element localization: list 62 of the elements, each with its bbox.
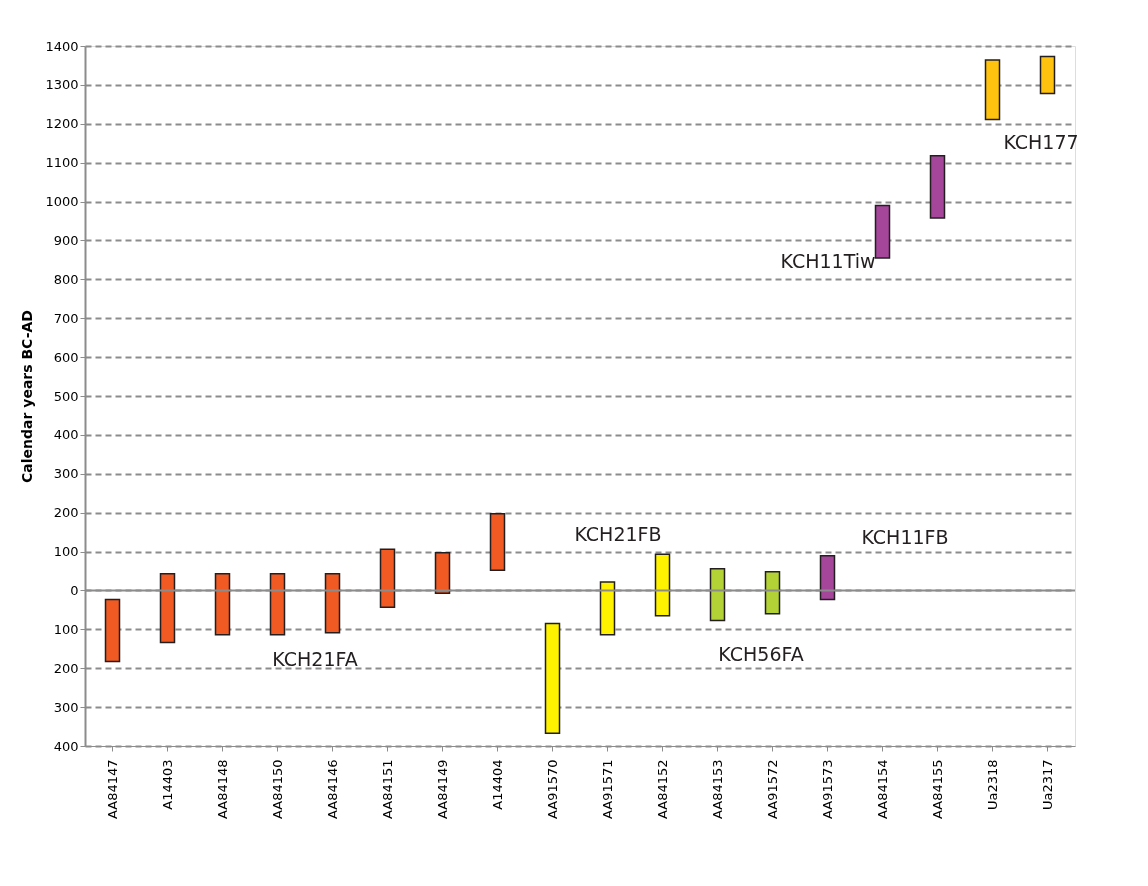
y-tick-label: 1000: [45, 194, 79, 210]
y-tick-label: 100: [53, 544, 79, 560]
y-tick-label: 400: [53, 427, 79, 443]
y-tick-label: 1200: [45, 116, 79, 132]
y-tick-label: 800: [53, 271, 79, 287]
y-tick-label: 900: [53, 232, 79, 248]
annotation: KCH177: [1003, 131, 1079, 153]
x-tick-label: AA91570: [544, 759, 560, 820]
y-tick-label: 600: [53, 349, 79, 365]
bar: [1039, 55, 1056, 95]
x-tick-label: AA84151: [379, 759, 395, 820]
y-tick-label: 1100: [45, 155, 79, 171]
y-tick-label: 100: [53, 621, 79, 637]
y-tick-label: 0: [70, 582, 79, 598]
x-tick-label: AA91571: [599, 759, 615, 820]
x-tick-label: AA84155: [929, 759, 945, 820]
bar: [544, 622, 561, 734]
x-tick-label: AA84147: [104, 759, 120, 820]
bar: [104, 598, 121, 663]
y-tick-label: 200: [53, 660, 79, 676]
bar: [379, 548, 396, 608]
bar: [709, 567, 726, 622]
x-tick-label: AA84152: [654, 759, 670, 820]
bar: [214, 572, 231, 636]
x-tick-label: Ua2317: [1039, 759, 1055, 811]
annotation: KCH21FB: [574, 523, 662, 545]
bar: [489, 513, 506, 571]
bar: [434, 551, 451, 594]
y-tick-label: 1400: [45, 38, 79, 54]
x-tick-label: Ua2318: [984, 759, 1000, 811]
bar: [984, 59, 1001, 121]
y-axis-title: Calendar years BC-AD: [19, 310, 36, 483]
bar: [324, 572, 341, 634]
x-tick-label: AA84146: [324, 759, 340, 820]
x-tick-label: AA84150: [269, 759, 285, 820]
bar: [874, 204, 891, 259]
annotation: KCH21FA: [272, 648, 358, 670]
bar: [159, 572, 176, 644]
annotation: KCH11FB: [861, 526, 949, 548]
y-tick-label: 300: [53, 466, 79, 482]
x-tick-label: AA84154: [874, 759, 890, 820]
annotation: KCH11Tiw: [780, 250, 876, 272]
y-tick-label: 200: [53, 505, 79, 521]
y-tick-label: 700: [53, 310, 79, 326]
x-tick-label: A14403: [159, 759, 175, 810]
y-tick-label: 400: [53, 738, 79, 754]
x-tick-label: AA84148: [214, 759, 230, 820]
x-tick-label: AA91572: [764, 759, 780, 820]
y-tick-label: 1300: [45, 77, 79, 93]
bar: [764, 571, 781, 615]
bar: [654, 553, 671, 617]
bar: [929, 154, 946, 219]
annotation: KCH56FA: [718, 643, 804, 665]
x-tick-label: AA84149: [434, 759, 450, 820]
bar: [819, 555, 836, 601]
x-tick-label: AA84153: [709, 759, 725, 820]
x-tick-label: A14404: [489, 759, 505, 810]
bar: [269, 572, 286, 636]
x-tick-label: AA91573: [819, 759, 835, 820]
y-tick-label: 500: [53, 388, 79, 404]
bar: [599, 581, 616, 636]
y-tick-label: 300: [53, 699, 79, 715]
